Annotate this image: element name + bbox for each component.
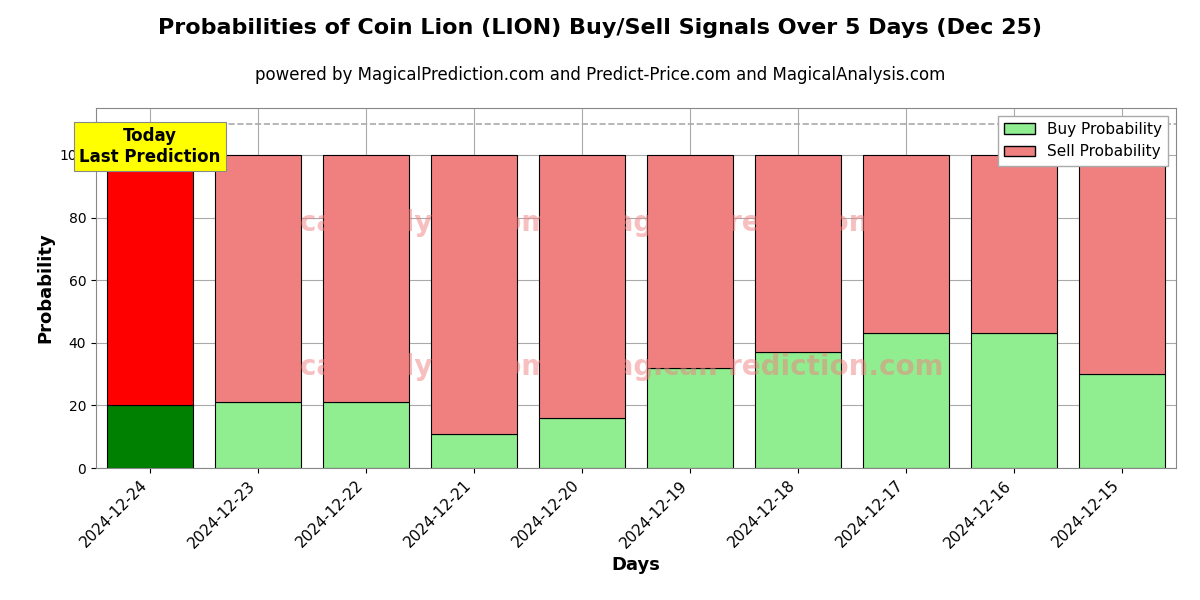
Bar bbox=[323, 402, 409, 468]
X-axis label: Days: Days bbox=[612, 556, 660, 574]
Text: MagicalAnalysis.com: MagicalAnalysis.com bbox=[224, 353, 551, 381]
Text: Probabilities of Coin Lion (LION) Buy/Sell Signals Over 5 Days (Dec 25): Probabilities of Coin Lion (LION) Buy/Se… bbox=[158, 18, 1042, 38]
Bar bbox=[863, 155, 949, 334]
Text: Today
Last Prediction: Today Last Prediction bbox=[79, 127, 221, 166]
Y-axis label: Probability: Probability bbox=[36, 233, 54, 343]
Bar bbox=[431, 155, 517, 434]
Bar bbox=[1079, 155, 1165, 374]
Bar bbox=[647, 155, 733, 368]
Bar bbox=[1079, 374, 1165, 468]
Text: MagicalPrediction.com: MagicalPrediction.com bbox=[587, 353, 944, 381]
Bar bbox=[971, 334, 1057, 468]
Bar bbox=[863, 334, 949, 468]
Bar bbox=[539, 418, 625, 468]
Text: MagicalPrediction.com: MagicalPrediction.com bbox=[587, 209, 944, 237]
Bar bbox=[215, 402, 301, 468]
Bar bbox=[107, 406, 193, 468]
Bar bbox=[431, 434, 517, 468]
Bar bbox=[215, 155, 301, 402]
Text: powered by MagicalPrediction.com and Predict-Price.com and MagicalAnalysis.com: powered by MagicalPrediction.com and Pre… bbox=[254, 66, 946, 84]
Bar bbox=[647, 368, 733, 468]
Bar bbox=[539, 155, 625, 418]
Text: MagicalAnalysis.com: MagicalAnalysis.com bbox=[224, 209, 551, 237]
Bar bbox=[755, 352, 841, 468]
Bar bbox=[107, 155, 193, 406]
Bar bbox=[755, 155, 841, 352]
Bar bbox=[323, 155, 409, 402]
Legend: Buy Probability, Sell Probability: Buy Probability, Sell Probability bbox=[998, 116, 1169, 166]
Bar bbox=[971, 155, 1057, 334]
